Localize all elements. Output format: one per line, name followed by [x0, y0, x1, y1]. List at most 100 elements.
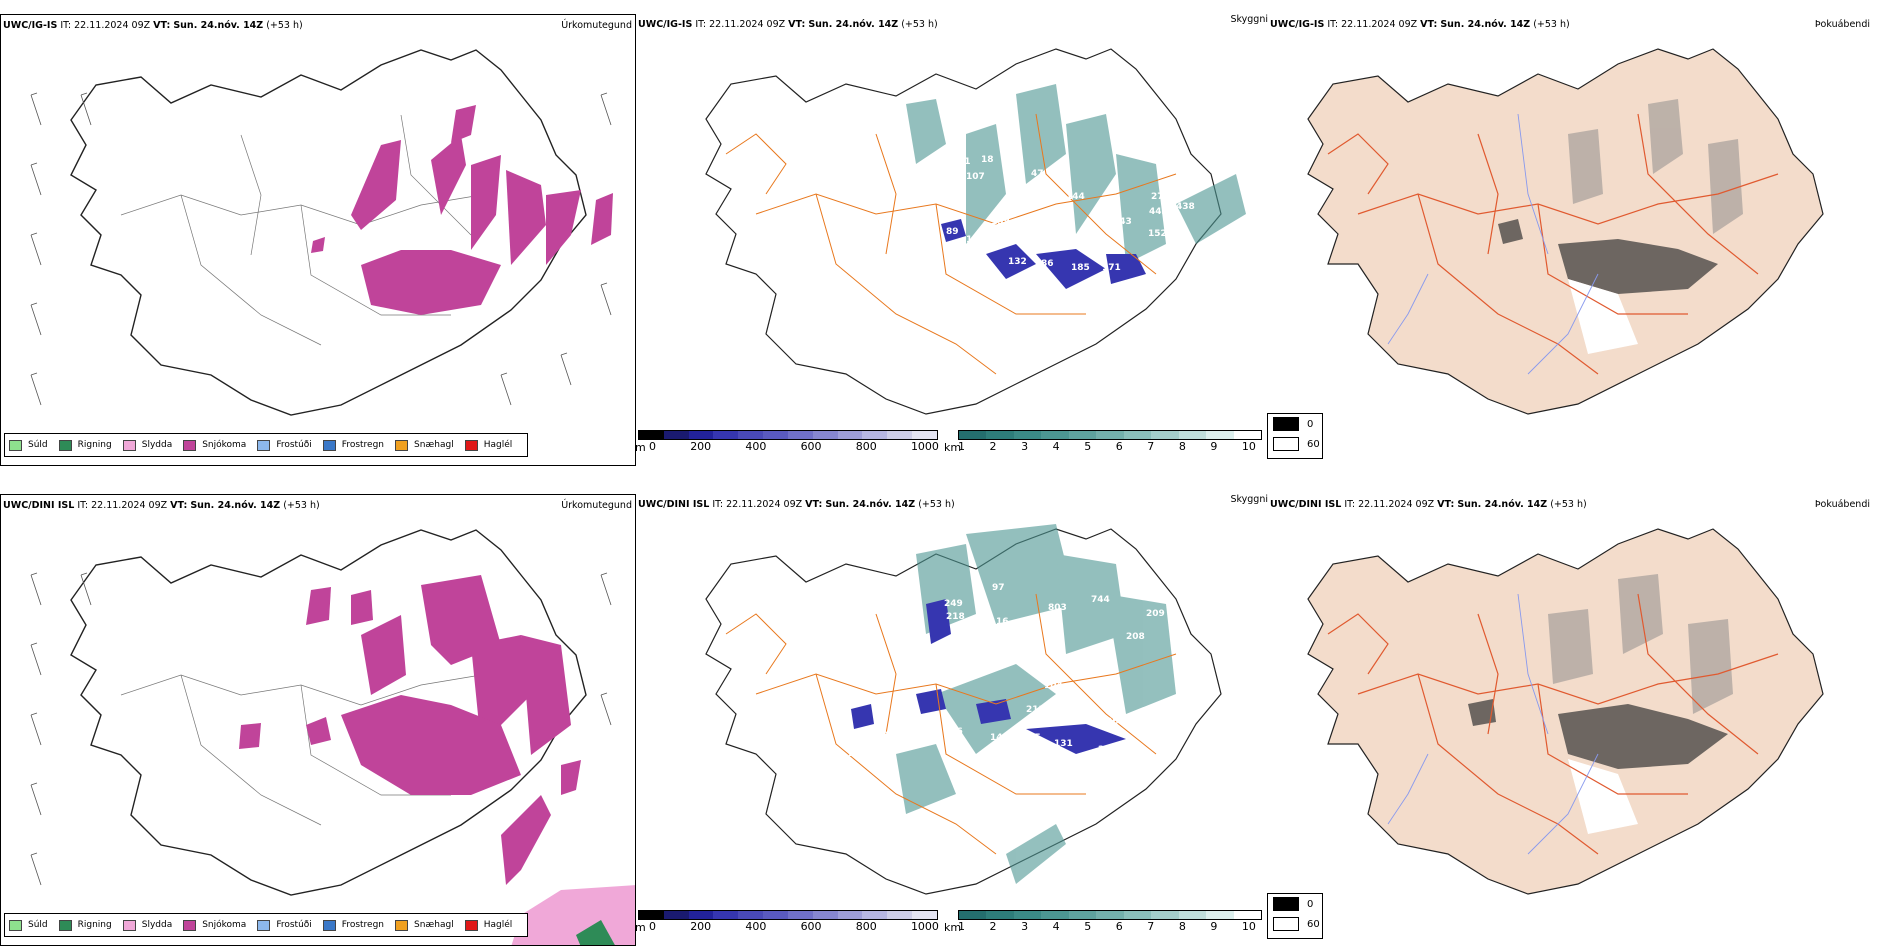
- it-label: IT:: [1327, 19, 1339, 30]
- height-unit: m: [636, 921, 646, 934]
- terrain-label: 12: [896, 239, 909, 249]
- height-scale-swatch: [862, 911, 888, 919]
- terrain-label: 185: [1071, 263, 1090, 273]
- fog-legend-item: 0: [1268, 414, 1322, 434]
- height-scale-swatch: [837, 431, 863, 439]
- terrain-label: 856: [1161, 709, 1180, 719]
- fog-legend-item: 60: [1268, 914, 1322, 934]
- height-scale-swatch: [862, 431, 888, 439]
- river-network: [1387, 113, 1599, 375]
- vt-label: VT:: [153, 20, 171, 31]
- panel-variable-title: Úrkomutegund: [561, 20, 632, 31]
- visibility-scale-swatch: [1151, 431, 1179, 439]
- vt-label: VT:: [1437, 499, 1455, 510]
- terrain-label: 18: [981, 155, 994, 165]
- visibility-scale-swatch: [1233, 911, 1261, 919]
- it-value: 22.11.2024 09Z: [1341, 19, 1418, 30]
- height-unit: m: [636, 441, 646, 454]
- vt-value: Sun. 24.nóv. 14Z: [190, 500, 281, 511]
- height-scale-swatch: [887, 911, 913, 919]
- visibility-scale-swatch: [1178, 431, 1207, 439]
- iceland-map-fog: [1307, 48, 1824, 415]
- it-label: IT:: [1344, 499, 1356, 510]
- terrain-label: 152: [1148, 229, 1167, 239]
- sleet-area: [511, 885, 635, 945]
- terrain-label: 47: [1031, 169, 1044, 179]
- terrain-label: 202: [1146, 127, 1165, 137]
- vt-label: VT:: [805, 499, 823, 510]
- terrain-label: 86: [1041, 259, 1054, 269]
- visibility-scale-swatch: [1178, 911, 1207, 919]
- terrain-label: 131: [1054, 739, 1073, 749]
- height-scale-swatch: [763, 911, 788, 919]
- terrain-label: 213: [1026, 705, 1045, 715]
- it-label: IT:: [60, 20, 72, 31]
- model-name: UWC/DINI ISL: [1270, 499, 1342, 510]
- iceland-outline: [70, 49, 587, 416]
- it-value: 22.11.2024 09Z: [709, 19, 786, 30]
- panel-header: UWC/IG-IS IT: 22.11.2024 09Z VT: Sun. 24…: [3, 20, 303, 31]
- fog-areas: [1468, 699, 1728, 769]
- height-scale-swatch: [912, 911, 937, 919]
- visibility-scale-swatch: [1206, 911, 1234, 919]
- panel-header: UWC/DINI ISL IT: 22.11.2024 09Z VT: Sun.…: [638, 499, 955, 510]
- terrain-label: 848: [1180, 669, 1199, 679]
- legend-item-frostudi: Frostúði: [257, 919, 312, 931]
- road-network: [725, 593, 1177, 855]
- terrain-label: 35: [951, 115, 964, 125]
- model-name: UWC/DINI ISL: [3, 500, 75, 511]
- visibility-scale-swatch: [1068, 431, 1097, 439]
- terrain-label: 109: [966, 235, 985, 245]
- model-name: UWC/DINI ISL: [638, 499, 710, 510]
- iceland-map-fog: [1307, 528, 1824, 895]
- visibility-areas: [896, 524, 1176, 884]
- terrain-label: 26: [1106, 717, 1119, 727]
- height-scale-swatch: [763, 431, 788, 439]
- precip-type-panel-row2: UWC/DINI ISL IT: 22.11.2024 09Z VT: Sun.…: [0, 494, 636, 946]
- visibility-scale: km 1 2 3 4 5 6 7 8 9 10: [944, 910, 1262, 934]
- legend-item-snjokoma: Snjókoma: [183, 919, 246, 931]
- terrain-label: 412: [1174, 693, 1193, 703]
- height-scale-swatch: [688, 911, 714, 919]
- low-ceiling-areas: [851, 599, 1126, 754]
- terrain-label: 277: [1151, 192, 1170, 202]
- terrain-label: 18: [876, 731, 889, 741]
- legend-item-slydda: Slydda: [122, 919, 172, 931]
- visibility-scale-swatch: [986, 431, 1014, 439]
- model-name: UWC/IG-IS: [1270, 19, 1325, 30]
- height-scale-swatch: [812, 431, 838, 439]
- fog-panel-row2: UWC/DINI ISL IT: 22.11.2024 09Z VT: Sun.…: [1268, 494, 1900, 946]
- legend-item-haglel: Haglél: [464, 439, 512, 451]
- iceland-map-precip: [30, 49, 613, 416]
- lead-time: (+53 h): [1533, 19, 1570, 30]
- terrain-label: 116: [944, 727, 963, 737]
- height-scale-swatch: [738, 431, 764, 439]
- panel-variable-title: Þokuábendi: [1814, 499, 1870, 510]
- height-scale-swatch: [713, 911, 739, 919]
- vt-value: Sun. 24.nóv. 14Z: [1457, 499, 1548, 510]
- legend-item-rigning: Rigning: [58, 439, 112, 451]
- terrain-label: 106: [1018, 189, 1037, 199]
- iceland-map-ceiling: 97 249 218 14 16 193 44 803 744 209 208 …: [705, 524, 1222, 895]
- panel-header: UWC/DINI ISL IT: 22.11.2024 09Z VT: Sun.…: [1270, 499, 1587, 510]
- precip-type-panel-row1: UWC/IG-IS IT: 22.11.2024 09Z VT: Sun. 24…: [0, 14, 636, 466]
- terrain-label: 208: [1126, 632, 1145, 642]
- terrain-label: 261: [1098, 745, 1117, 755]
- vt-value: Sun. 24.nóv. 14Z: [808, 19, 899, 30]
- height-scale-swatch: [837, 911, 863, 919]
- legend-item-snjokoma: Snjókoma: [183, 439, 246, 451]
- terrain-label: 803: [1048, 603, 1067, 613]
- it-value: 22.11.2024 09Z: [726, 499, 803, 510]
- visibility-scale-swatch: [1013, 911, 1042, 919]
- height-scale-swatch: [639, 431, 664, 439]
- road-network: [120, 114, 482, 346]
- height-scale: m 0 200 400 600 800 1000: [636, 910, 939, 934]
- terrain-label: 96: [848, 749, 861, 759]
- model-name: UWC/IG-IS: [638, 19, 693, 30]
- legend-item-snaehagl: Snæhagl: [395, 439, 454, 451]
- panel-variable-title: Úrkomutegund: [561, 500, 632, 511]
- road-network: [725, 113, 1177, 375]
- visibility-scale-swatch: [1123, 911, 1152, 919]
- fog-legend-row2: 0 60: [1267, 893, 1323, 939]
- visibility-scale: km 1 2 3 4 5 6 7 8 9 10: [944, 430, 1262, 454]
